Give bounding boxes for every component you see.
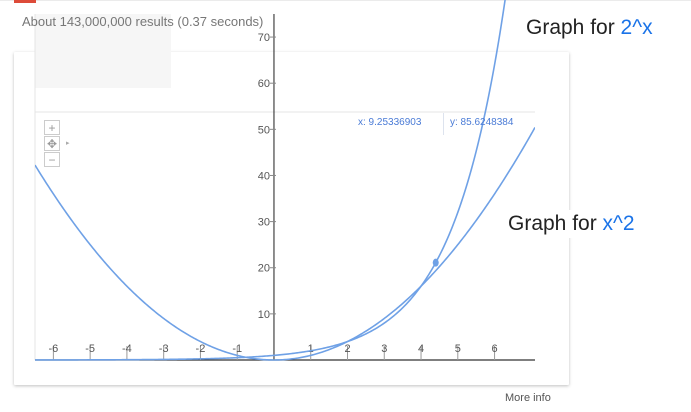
y-tick-label: 70 xyxy=(258,32,270,44)
callout-square: Graph for x^2 xyxy=(502,210,641,238)
x-tick-label: 4 xyxy=(418,343,424,355)
pan-icon[interactable]: ✥ xyxy=(44,136,60,151)
zoom-in-button[interactable]: + xyxy=(44,120,60,135)
callout-pow-prefix: Graph for xyxy=(526,16,621,39)
y-tick-label: 30 xyxy=(258,217,270,229)
graph-card xyxy=(14,52,569,385)
graph-panel-shade xyxy=(35,14,171,88)
y-tick-label: 60 xyxy=(258,78,270,90)
readout-divider xyxy=(443,113,444,135)
series-line-2x xyxy=(35,0,506,361)
y-tick-label: 10 xyxy=(258,309,270,321)
callout-square-prefix: Graph for xyxy=(508,212,603,235)
x-tick-label: 1 xyxy=(308,343,314,355)
x-tick-label: 6 xyxy=(491,343,497,355)
top-divider xyxy=(0,0,691,1)
x-tick-label: 2 xyxy=(344,343,350,355)
expand-arrow-icon[interactable]: ▸ xyxy=(66,140,70,147)
x-tick-label: 3 xyxy=(381,343,387,355)
active-tab-indicator xyxy=(14,0,36,3)
intersection-marker xyxy=(432,258,439,267)
y-tick-label: 20 xyxy=(258,263,270,275)
callout-square-function: x^2 xyxy=(602,212,635,235)
x-tick-label: 5 xyxy=(455,343,461,355)
series-line-x2 xyxy=(35,127,535,361)
callout-pow: Graph for 2^x xyxy=(520,14,659,42)
y-tick-label: 40 xyxy=(258,170,270,182)
x-tick-label: -1 xyxy=(232,343,242,355)
x-tick-label: -6 xyxy=(48,343,58,355)
more-info-link[interactable]: More info xyxy=(505,392,551,404)
cursor-y-readout: y: 85.6248384 xyxy=(450,117,514,128)
callout-pow-function: 2^x xyxy=(620,16,653,39)
cursor-x-readout: x: 9.25336903 xyxy=(358,117,422,128)
x-tick-label: -5 xyxy=(85,343,95,355)
y-tick-label: 50 xyxy=(258,124,270,136)
x-tick-label: -2 xyxy=(196,343,206,355)
results-stats: About 143,000,000 results (0.37 seconds) xyxy=(22,14,264,29)
x-tick-label: -3 xyxy=(159,343,169,355)
x-tick-label: -4 xyxy=(122,343,132,355)
graph-nav-control: + ✥ − xyxy=(44,120,64,170)
zoom-out-button[interactable]: − xyxy=(44,152,60,167)
